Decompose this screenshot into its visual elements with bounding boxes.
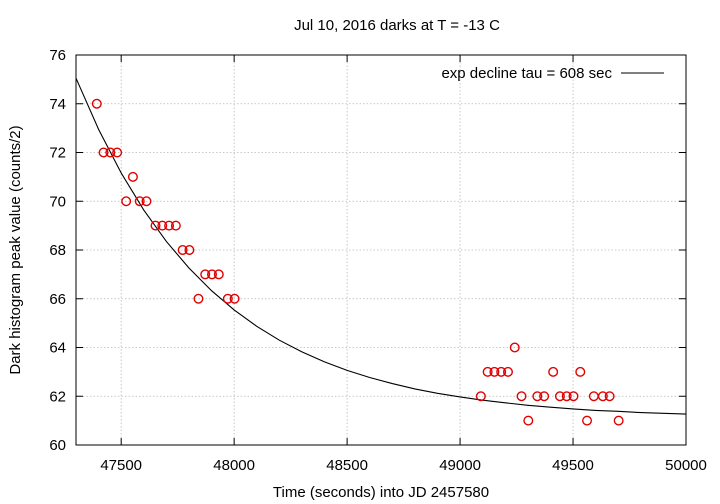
data-point (502, 366, 513, 377)
chart-title: Jul 10, 2016 darks at T = -13 C (294, 17, 500, 34)
data-point (475, 391, 486, 402)
data-point (489, 366, 500, 377)
y-tick-marks: 60 62 64 66 68 70 72 74 76 (49, 47, 686, 454)
data-point (554, 391, 565, 402)
data-point (604, 391, 615, 402)
data-curve-group (76, 77, 686, 415)
x-tick-label: 49500 (552, 457, 594, 474)
data-point (91, 98, 102, 109)
data-point (105, 147, 116, 158)
x-tick-marks: 47500 48000 48500 49000 49500 50000 (100, 55, 707, 474)
data-point (127, 171, 138, 182)
data-point (170, 220, 181, 231)
x-tick-label: 48000 (213, 457, 255, 474)
data-point (200, 269, 211, 280)
data-point (150, 220, 161, 231)
data-point (98, 147, 109, 158)
grid-lines (76, 55, 686, 445)
data-point (575, 366, 586, 377)
data-point (141, 196, 152, 207)
data-point (568, 391, 579, 402)
y-tick-label: 66 (49, 291, 66, 308)
data-point (532, 391, 543, 402)
data-point (548, 366, 559, 377)
data-point (523, 415, 534, 426)
y-axis-label: Dark histogram peak value (counts/2) (7, 125, 24, 374)
data-point (509, 342, 520, 353)
data-point (496, 366, 507, 377)
x-axis-label: Time (seconds) into JD 2457580 (273, 484, 489, 501)
y-tick-label: 72 (49, 145, 66, 162)
x-tick-label: 50000 (665, 457, 707, 474)
data-point (134, 196, 145, 207)
data-point (516, 391, 527, 402)
x-tick-label: 47500 (100, 457, 142, 474)
data-point (207, 269, 218, 280)
data-point (121, 196, 132, 207)
data-point (157, 220, 168, 231)
data-point (539, 391, 550, 402)
data-point (193, 293, 204, 304)
y-tick-label: 76 (49, 47, 66, 64)
data-point (482, 366, 493, 377)
y-tick-label: 70 (49, 193, 66, 210)
x-tick-label: 49000 (439, 457, 481, 474)
data-point (213, 269, 224, 280)
y-tick-label: 62 (49, 388, 66, 405)
y-tick-label: 74 (49, 96, 66, 113)
x-tick-label: 48500 (326, 457, 368, 474)
y-tick-label: 68 (49, 242, 66, 259)
data-point (582, 415, 593, 426)
data-points (91, 98, 624, 426)
data-point (222, 293, 233, 304)
data-point (164, 220, 175, 231)
data-point (613, 415, 624, 426)
y-tick-label: 60 (49, 437, 66, 454)
y-tick-label: 64 (49, 340, 66, 357)
data-point (184, 244, 195, 255)
data-point (229, 293, 240, 304)
legend-label: exp decline tau = 608 sec (441, 65, 612, 82)
series-line (76, 77, 686, 415)
data-point (597, 391, 608, 402)
data-point (112, 147, 123, 158)
data-point (177, 244, 188, 255)
legend: exp decline tau = 608 sec (441, 65, 664, 82)
data-point (561, 391, 572, 402)
